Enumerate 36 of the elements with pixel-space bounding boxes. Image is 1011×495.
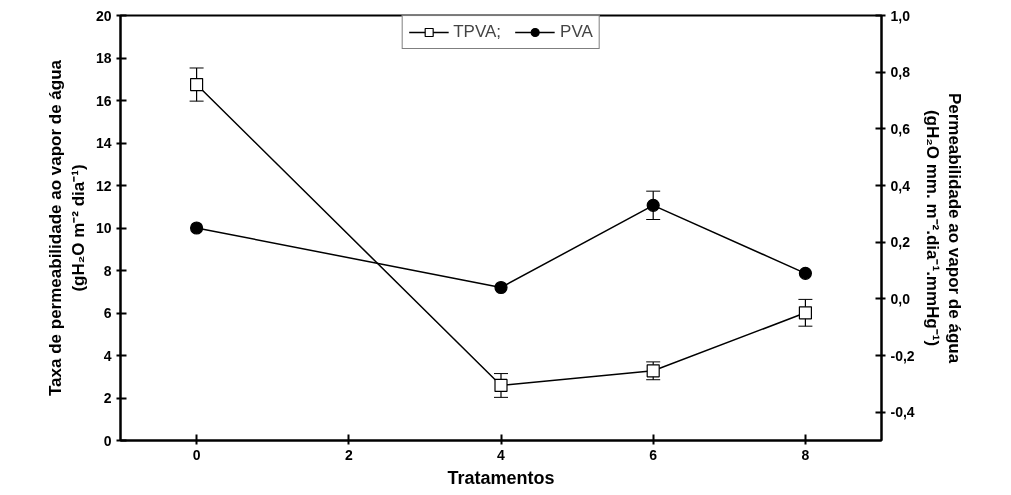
point — [190, 77, 204, 92]
x-tick-label: 2 — [344, 446, 353, 463]
y2-tick-label: -0,4 — [890, 404, 915, 421]
x-tick-label: 4 — [497, 446, 506, 463]
y2-tick-label: 0,8 — [890, 64, 911, 81]
y-tick-label: 8 — [103, 262, 112, 279]
point — [190, 221, 204, 235]
y-tick-label: 0 — [103, 432, 112, 449]
x-tick-label: 0 — [192, 446, 201, 463]
point — [494, 378, 508, 393]
y-tick-label: 2 — [103, 390, 112, 406]
y-tick-label: 18 — [95, 50, 112, 66]
y2-tick-label: 0,6 — [890, 120, 911, 137]
x-axis-title: Tratamentos — [447, 467, 555, 488]
point — [494, 280, 508, 295]
legend-label: PVA — [560, 22, 593, 42]
y2-axis-title: Permeabilidade ao vapor de água (gH₂O mm. m⁻².dia⁻¹.mmHg⁻¹) — [922, 92, 965, 364]
y-tick-label: 12 — [95, 177, 112, 194]
y2-tick-label: 0,0 — [890, 290, 911, 307]
y2-tick-label: -0,2 — [890, 347, 915, 364]
legend-label: TPVA; — [453, 22, 502, 42]
x-tick-label: 8 — [801, 446, 810, 463]
y2-tick-label: 1,0 — [890, 7, 911, 24]
y-axis-title: Taxa de permeabilidade ao vapor de água (gH₂O m⁻² dia⁻¹) — [46, 59, 88, 397]
point — [798, 306, 812, 320]
y-tick-label: 4 — [103, 347, 112, 364]
y2-tick-label: 0,4 — [890, 177, 911, 194]
y2-tick-label: 0,2 — [890, 234, 911, 251]
y-tick-label: 14 — [95, 135, 112, 151]
y-tick-label: 16 — [95, 92, 112, 109]
y-tick-label: 6 — [103, 305, 112, 321]
point — [798, 266, 812, 280]
y-tick-label: 20 — [95, 7, 112, 24]
y-tick-label: 10 — [95, 220, 112, 236]
x-tick-label: 6 — [649, 446, 658, 463]
point — [646, 198, 660, 212]
